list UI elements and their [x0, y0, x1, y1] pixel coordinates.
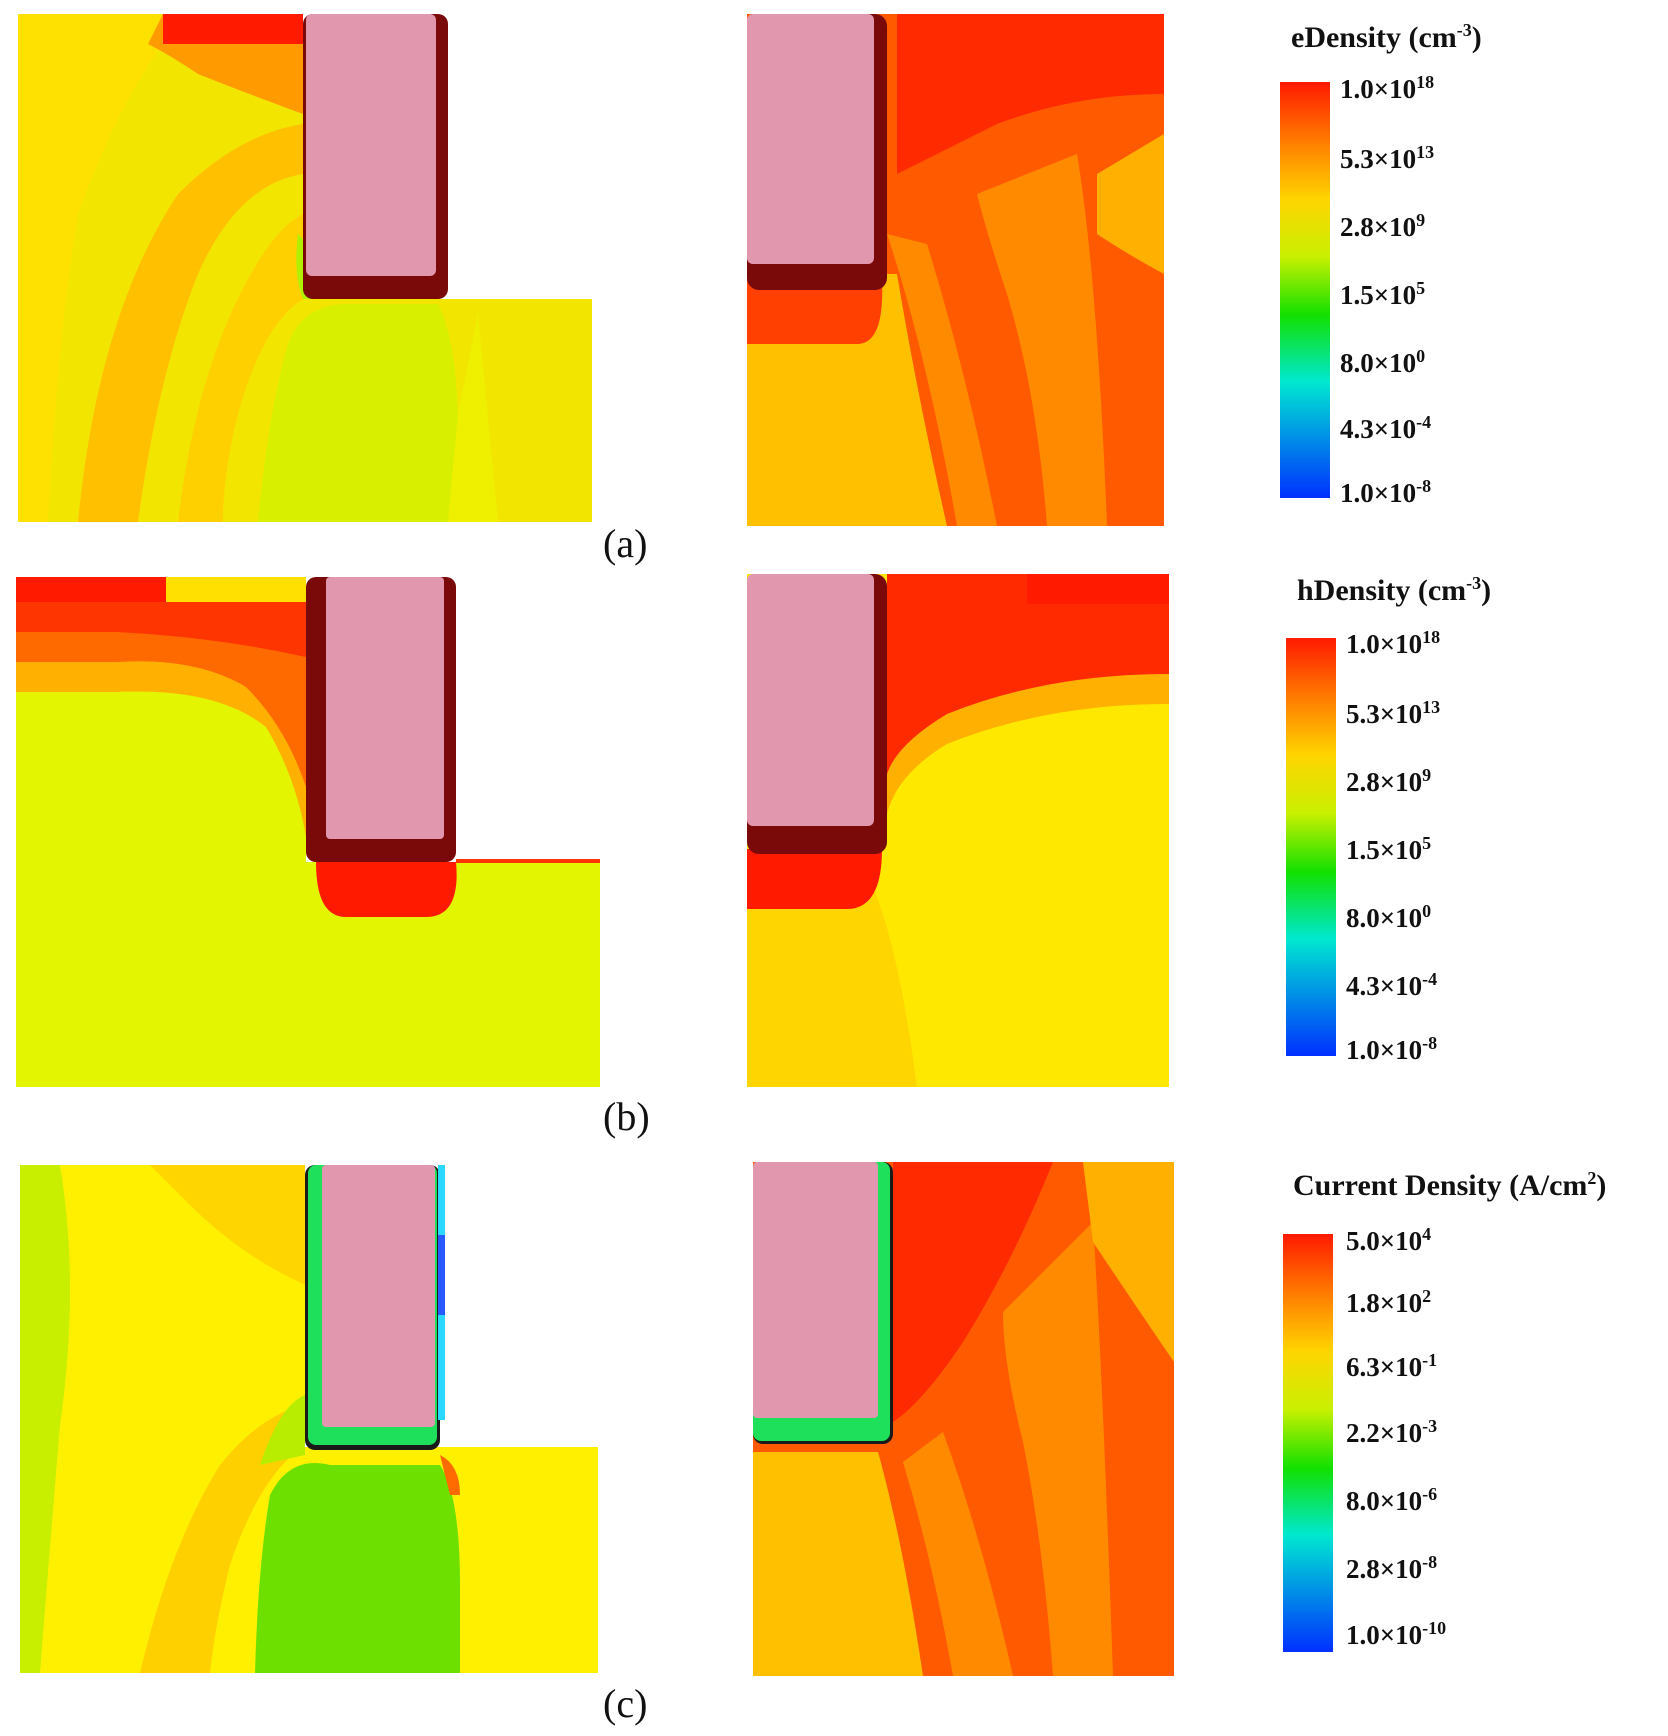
row-c-left-contour: [20, 1165, 598, 1673]
row-b-legend: hDensity (cm-3) 1.0×1018 5.3×1013 2.8×10…: [1283, 567, 1663, 1065]
row-a-tick-1: 5.3×1013: [1340, 142, 1435, 174]
row-a-panel-label: (a): [603, 521, 648, 566]
row-c-tick-2: 6.3×10-1: [1346, 1350, 1438, 1382]
row-b-right-contour: [747, 574, 1169, 1087]
row-a-tick-5: 4.3×10-4: [1340, 412, 1432, 444]
row-c-legend-title: Current Density (A/cm2): [1293, 1168, 1607, 1202]
row-b-tick-0: 1.0×1018: [1346, 627, 1441, 659]
row-a-tick-2: 2.8×109: [1340, 210, 1426, 242]
row-c-tick-0: 5.0×104: [1346, 1224, 1432, 1256]
row-b-tick-3: 1.5×105: [1346, 833, 1432, 865]
row-a-right-contour: [747, 14, 1164, 526]
row-b-tick-6: 1.0×10-8: [1346, 1033, 1438, 1065]
row-a-tick-6: 1.0×10-8: [1340, 476, 1432, 508]
row-b-legend-title: hDensity (cm-3): [1297, 573, 1492, 607]
row-b-tick-1: 5.3×1013: [1346, 697, 1441, 729]
row-a-legend-title: eDensity (cm-3): [1291, 20, 1482, 54]
row-c-color-bar: [1283, 1234, 1333, 1652]
row-a-tick-0: 1.0×1018: [1340, 72, 1435, 104]
row-c-tick-4: 8.0×10-6: [1346, 1484, 1438, 1516]
row-c-panel-label: (c): [603, 1681, 648, 1726]
row-b-color-bar: [1286, 638, 1336, 1056]
row-a-tick-4: 8.0×100: [1340, 346, 1426, 378]
row-b-tick-4: 8.0×100: [1346, 901, 1432, 933]
row-b-tick-2: 2.8×109: [1346, 765, 1432, 797]
row-a-tick-3: 1.5×105: [1340, 278, 1426, 310]
row-a-color-bar: [1280, 82, 1330, 498]
row-c-tick-1: 1.8×102: [1346, 1286, 1432, 1318]
row-a-legend: eDensity (cm-3) 1.0×1018 5.3×1013 2.8×10…: [1277, 14, 1657, 508]
row-b-left-contour: [16, 577, 600, 1087]
row-a-left-contour: [18, 14, 592, 522]
row-b-panel-label: (b): [603, 1094, 650, 1139]
row-c-right-contour: [753, 1162, 1174, 1676]
row-c-tick-5: 2.8×10-8: [1346, 1552, 1438, 1584]
row-b-tick-5: 4.3×10-4: [1346, 969, 1438, 1001]
row-c-tick-3: 2.2×10-3: [1346, 1416, 1438, 1448]
row-c-legend: Current Density (A/cm2) 5.0×104 1.8×102 …: [1283, 1162, 1668, 1657]
row-c-tick-6: 1.0×10-10: [1346, 1618, 1447, 1650]
